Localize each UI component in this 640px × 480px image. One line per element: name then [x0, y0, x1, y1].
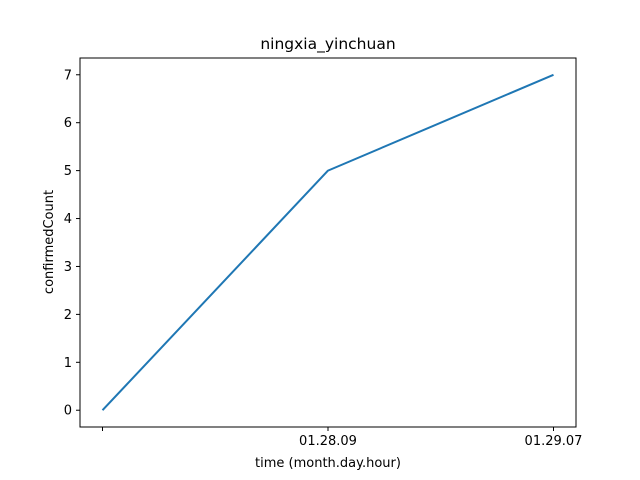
y-tick-label: 3: [64, 260, 72, 275]
series-layer: [101, 73, 554, 411]
y-axis: 0 1 2 3 4 5 6 7: [64, 68, 80, 419]
y-tick-label: 2: [64, 308, 72, 323]
x-axis-label: time (month.day.hour): [255, 456, 401, 471]
y-tick-label: 1: [64, 356, 72, 371]
y-tick-label: 4: [64, 212, 72, 227]
plot-frame: [79, 57, 577, 428]
series-line: [101, 73, 554, 411]
y-axis-label: confirmedCount: [42, 190, 57, 294]
y-tick-label: 0: [64, 404, 72, 419]
chart-title: ningxia_yinchuan: [260, 35, 395, 54]
x-tick-label: 01.28.09: [299, 434, 357, 449]
y-tick-label: 5: [64, 164, 72, 179]
y-tick-label: 6: [64, 116, 72, 131]
y-tick-label: 7: [64, 68, 72, 83]
x-tick-label: 01.29.07: [525, 434, 583, 449]
x-axis: 01.28.09 01.29.07: [102, 427, 583, 449]
